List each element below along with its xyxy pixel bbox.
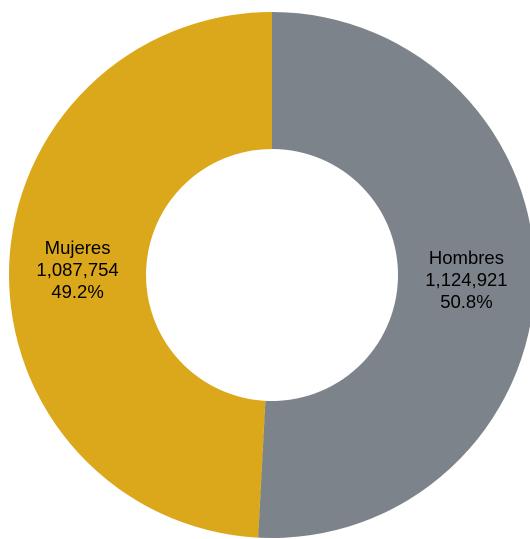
donut-slices xyxy=(8,12,530,538)
slice-name-label: Mujeres xyxy=(45,237,111,258)
donut-labels: Hombres 1,124,921 50.8% Mujeres 1,087,754 49.… xyxy=(36,237,507,312)
slice-percent-label: 50.8% xyxy=(440,291,492,312)
slice-value-label: 1,087,754 xyxy=(36,259,118,280)
donut-slice-hombres xyxy=(258,12,530,538)
donut-slice-mujeres xyxy=(8,12,272,538)
slice-label-mujeres: Mujeres 1,087,754 49.2% xyxy=(36,237,118,302)
slice-value-label: 1,124,921 xyxy=(425,269,507,290)
slice-name-label: Hombres xyxy=(429,247,504,268)
slice-label-hombres: Hombres 1,124,921 50.8% xyxy=(425,247,507,312)
slice-percent-label: 49.2% xyxy=(51,281,103,302)
